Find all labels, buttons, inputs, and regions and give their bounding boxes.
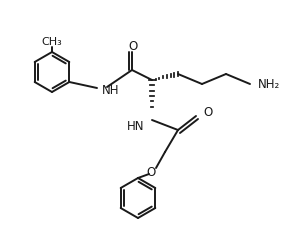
Text: O: O (146, 165, 156, 178)
Text: NH: NH (102, 83, 120, 96)
Text: O: O (128, 40, 138, 52)
Text: HN: HN (127, 120, 144, 133)
Text: O: O (203, 106, 212, 120)
Text: NH₂: NH₂ (258, 78, 280, 90)
Text: CH₃: CH₃ (41, 37, 63, 47)
